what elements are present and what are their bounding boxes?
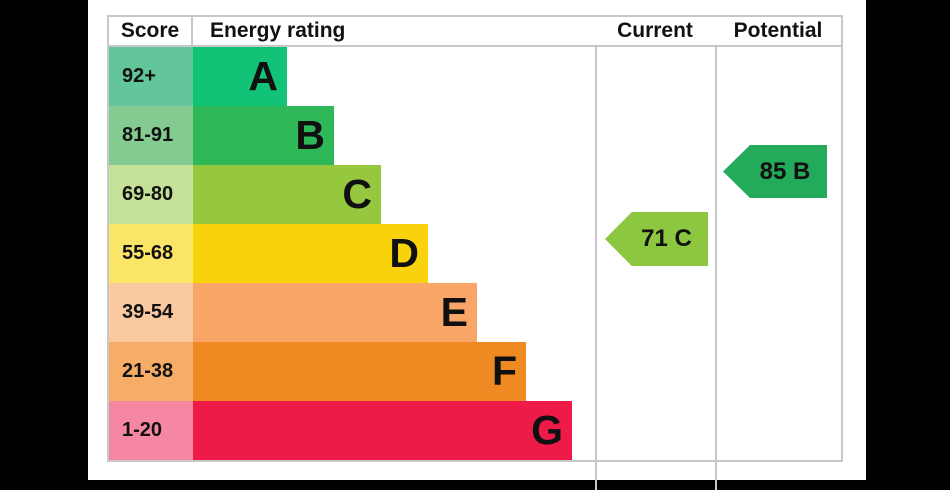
grade-letter: B — [295, 112, 325, 158]
score-band-label: 69-80 — [109, 165, 193, 224]
rating-row-f: 21-38 F — [109, 342, 841, 401]
current-column-divider — [595, 47, 597, 490]
rating-bar-c: C — [193, 165, 381, 224]
header-score: Score — [109, 17, 193, 45]
header-energy-rating: Energy rating — [210, 19, 346, 42]
score-band-label: 1-20 — [109, 401, 193, 460]
rating-bar-f: F — [193, 342, 526, 401]
potential-rating-value: 85 B — [759, 157, 811, 185]
grade-letter: A — [248, 53, 278, 99]
grade-letter: E — [440, 289, 468, 335]
energy-rating-table: Score Energy rating Current Potential 92… — [107, 15, 843, 490]
current-rating-arrow: 71 C — [605, 212, 708, 266]
grade-letter: G — [531, 407, 563, 453]
score-band-label: 21-38 — [109, 342, 193, 401]
rating-row-a: 92+ A — [109, 47, 841, 106]
rating-row-e: 39-54 E — [109, 283, 841, 342]
potential-column-divider — [715, 47, 717, 490]
score-band-label: 92+ — [109, 47, 193, 106]
rating-row-g: 1-20 G — [109, 401, 841, 460]
rating-bar-e: E — [193, 283, 477, 342]
header-current: Current — [617, 19, 693, 42]
rating-bar-b: B — [193, 106, 334, 165]
rating-row-b: 81-91 B — [109, 106, 841, 165]
table-header-row: Score Energy rating Current Potential — [109, 17, 841, 47]
rating-rows: 92+ A 81-91 B 69-80 C 55-68 D 39-54 E — [109, 47, 841, 490]
score-band-label: 81-91 — [109, 106, 193, 165]
rating-bar-g: G — [193, 401, 572, 460]
grade-letter: F — [491, 348, 517, 394]
epc-chart-stage: Score Energy rating Current Potential 92… — [88, 0, 866, 490]
header-potential: Potential — [733, 19, 823, 42]
score-band-label: 55-68 — [109, 224, 193, 283]
rating-row-d: 55-68 D — [109, 224, 841, 283]
score-band-label: 39-54 — [109, 283, 193, 342]
current-rating-value: 71 C — [641, 225, 692, 252]
grade-letter: C — [342, 171, 372, 217]
chart-panel: Score Energy rating Current Potential 92… — [88, 0, 866, 490]
rating-row-c: 69-80 C — [109, 165, 841, 224]
rating-bar-a: A — [193, 47, 287, 106]
grade-letter: D — [389, 230, 419, 276]
rating-bar-d: D — [193, 224, 428, 283]
